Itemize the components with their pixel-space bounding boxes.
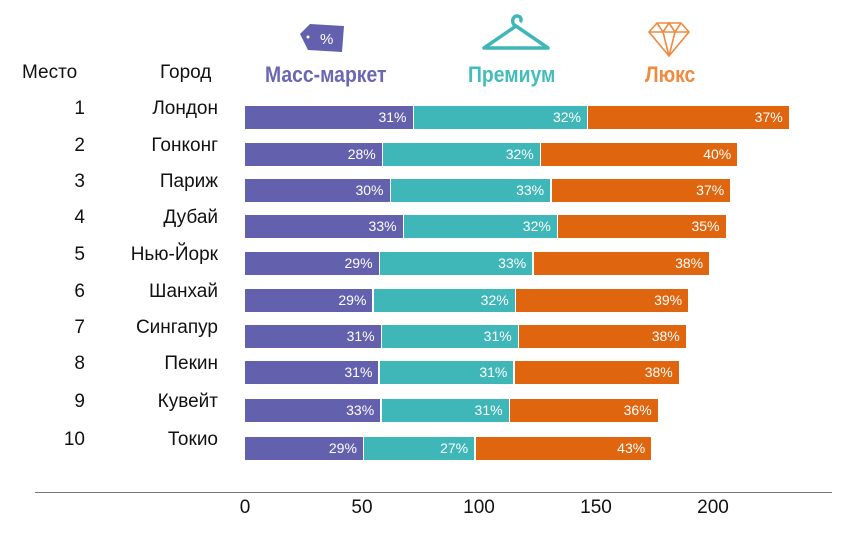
city-label: Париж (159, 171, 218, 192)
rank-label: 3 (74, 171, 85, 192)
bar-luxury: 36% (510, 399, 658, 422)
x-tick-label: 0 (239, 497, 251, 518)
rank-label: 2 (74, 135, 85, 156)
bar-mass-market: 29% (245, 437, 363, 460)
bar-premium: 32% (383, 143, 540, 166)
bar-luxury: 38% (519, 325, 686, 348)
city-header: Город (160, 62, 212, 83)
bar-mass-market: 31% (245, 325, 381, 348)
rank-label: 10 (63, 429, 85, 450)
rank-label: 9 (74, 391, 85, 412)
bar-premium: 32% (373, 289, 515, 312)
x-tick-label: 200 (697, 497, 729, 518)
bar-premium: 31% (381, 399, 509, 422)
rank-label: 4 (74, 207, 85, 228)
x-tick-label: 50 (351, 497, 373, 518)
bar-mass-market: 33% (245, 399, 381, 422)
diamond-icon (647, 21, 691, 58)
bar-mass-market: 30% (245, 179, 390, 202)
rank-header: Место (22, 62, 78, 83)
bar-premium: 31% (382, 325, 518, 348)
city-label: Дубай (163, 207, 218, 228)
city-label: Токио (167, 429, 218, 450)
bar-premium: 32% (414, 106, 587, 129)
legend-premium: Премиум (468, 62, 556, 87)
price-tag-icon: % (300, 24, 344, 52)
city-label: Нью-Йорк (130, 244, 218, 265)
x-axis-line (35, 492, 832, 493)
bar-mass-market: 29% (245, 252, 379, 275)
rank-label: 1 (74, 98, 85, 119)
bar-premium: 27% (364, 437, 475, 460)
bar-luxury: 43% (475, 437, 652, 460)
tag-symbol: % (320, 31, 333, 48)
city-label: Кувейт (157, 391, 218, 412)
legend-luxury: Люкс (645, 62, 696, 87)
bar-luxury: 37% (551, 179, 731, 202)
rank-label: 8 (74, 353, 85, 374)
bar-mass-market: 33% (245, 215, 403, 238)
bar-luxury: 38% (514, 361, 679, 384)
bar-premium: 33% (391, 179, 551, 202)
bar-luxury: 38% (533, 252, 710, 275)
bar-mass-market: 29% (245, 289, 373, 312)
bar-mass-market: 31% (245, 106, 413, 129)
bar-luxury: 35% (558, 215, 726, 238)
rank-label: 5 (74, 244, 85, 265)
city-label: Пекин (164, 353, 218, 374)
bar-luxury: 39% (516, 289, 689, 312)
bar-premium: 32% (404, 215, 557, 238)
bar-luxury: 37% (588, 106, 789, 129)
bar-mass-market: 31% (245, 361, 379, 384)
x-tick-label: 100 (463, 497, 495, 518)
x-tick-label: 150 (580, 497, 612, 518)
city-label: Сингапур (135, 317, 218, 338)
rank-label: 7 (74, 317, 85, 338)
bar-premium: 31% (379, 361, 514, 384)
city-label: Шанхай (149, 281, 218, 302)
city-label: Лондон (152, 98, 218, 119)
city-label: Гонконг (151, 135, 218, 156)
rank-label: 6 (74, 281, 85, 302)
bar-mass-market: 28% (245, 143, 382, 166)
legend-mass-market: Масс-маркет (265, 62, 387, 87)
hanger-icon (482, 14, 550, 50)
bar-premium: 33% (380, 252, 533, 275)
bar-luxury: 40% (541, 143, 738, 166)
